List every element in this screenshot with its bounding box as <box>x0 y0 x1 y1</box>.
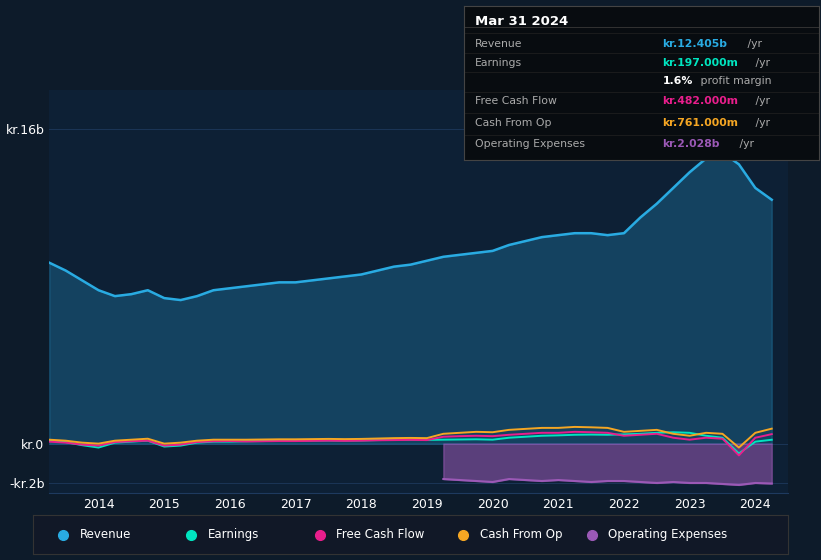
Text: /yr: /yr <box>752 118 770 128</box>
Text: Revenue: Revenue <box>80 528 131 542</box>
Text: kr.2.028b: kr.2.028b <box>663 139 720 149</box>
Text: Earnings: Earnings <box>475 58 521 68</box>
Text: /yr: /yr <box>744 39 762 49</box>
Text: Free Cash Flow: Free Cash Flow <box>337 528 424 542</box>
Text: /yr: /yr <box>752 58 770 68</box>
Text: Cash From Op: Cash From Op <box>480 528 562 542</box>
Text: 1.6%: 1.6% <box>663 76 693 86</box>
Text: kr.761.000m: kr.761.000m <box>663 118 738 128</box>
Text: Free Cash Flow: Free Cash Flow <box>475 96 557 106</box>
Text: Earnings: Earnings <box>208 528 259 542</box>
Text: Operating Expenses: Operating Expenses <box>475 139 585 149</box>
Text: profit margin: profit margin <box>697 76 772 86</box>
Text: Revenue: Revenue <box>475 39 522 49</box>
Text: kr.197.000m: kr.197.000m <box>663 58 738 68</box>
Text: /yr: /yr <box>752 96 770 106</box>
Text: /yr: /yr <box>736 139 754 149</box>
Text: kr.482.000m: kr.482.000m <box>663 96 738 106</box>
Text: Operating Expenses: Operating Expenses <box>608 528 727 542</box>
Text: Mar 31 2024: Mar 31 2024 <box>475 15 568 28</box>
Text: Cash From Op: Cash From Op <box>475 118 551 128</box>
Text: kr.12.405b: kr.12.405b <box>663 39 727 49</box>
